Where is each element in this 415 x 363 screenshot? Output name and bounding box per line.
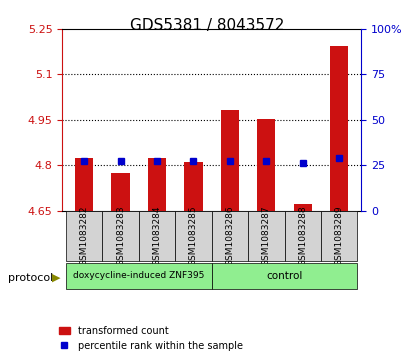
Text: GSM1083285: GSM1083285 [189,205,198,266]
Text: GSM1083288: GSM1083288 [298,205,307,266]
Bar [294,204,312,211]
Bar [330,46,348,211]
FancyBboxPatch shape [103,211,139,261]
FancyBboxPatch shape [212,211,248,261]
FancyBboxPatch shape [66,211,103,261]
Bar [75,158,93,211]
FancyBboxPatch shape [139,211,175,261]
FancyBboxPatch shape [66,263,212,289]
Text: ▶: ▶ [52,273,60,283]
Bar [112,173,129,211]
Text: GSM1083289: GSM1083289 [334,205,344,266]
Text: protocol: protocol [8,273,54,283]
Text: control: control [266,271,303,281]
FancyBboxPatch shape [175,211,212,261]
Bar [257,119,276,211]
FancyBboxPatch shape [212,263,357,289]
Text: GSM1083284: GSM1083284 [152,206,161,266]
Legend: transformed count, percentile rank within the sample: transformed count, percentile rank withi… [55,322,247,355]
Text: doxycycline-induced ZNF395: doxycycline-induced ZNF395 [73,272,205,280]
Bar [148,158,166,211]
Bar [221,110,239,211]
FancyBboxPatch shape [248,211,285,261]
Text: GSM1083287: GSM1083287 [262,205,271,266]
Text: GSM1083282: GSM1083282 [80,206,89,266]
Text: GSM1083286: GSM1083286 [225,205,234,266]
FancyBboxPatch shape [321,211,357,261]
Bar [184,162,203,211]
Text: GDS5381 / 8043572: GDS5381 / 8043572 [130,18,285,33]
Text: GSM1083283: GSM1083283 [116,205,125,266]
FancyBboxPatch shape [285,211,321,261]
